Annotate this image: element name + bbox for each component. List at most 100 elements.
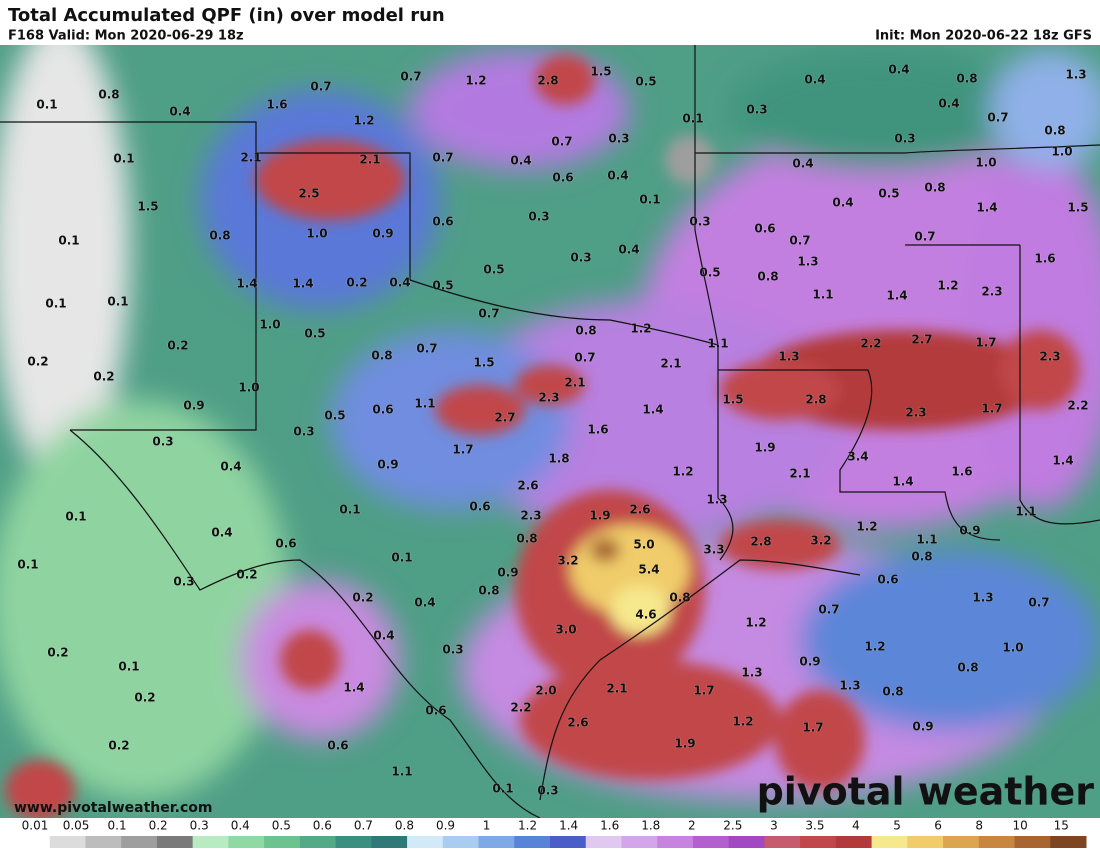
- value-label: 0.7: [574, 351, 595, 365]
- value-label: 1.3: [839, 679, 860, 693]
- value-label: 1.3: [706, 493, 727, 507]
- value-label: 1.2: [732, 715, 753, 729]
- legend-tick-label: 0.2: [149, 819, 168, 833]
- value-label: 1.7: [693, 684, 714, 698]
- value-label: 0.6: [877, 573, 898, 587]
- value-label: 0.6: [275, 537, 296, 551]
- value-label: 0.8: [1044, 124, 1065, 138]
- legend-swatch: [14, 836, 51, 848]
- legend-tick-label: 0.9: [436, 819, 455, 833]
- value-label: 0.9: [497, 566, 518, 580]
- legend-tick-label: 1.6: [600, 819, 619, 833]
- legend-swatch: [1014, 836, 1051, 848]
- value-label: 1.4: [886, 289, 907, 303]
- value-label: 0.2: [27, 355, 48, 369]
- value-label: 0.2: [134, 691, 155, 705]
- value-label: 1.9: [589, 509, 610, 523]
- value-label: 0.8: [209, 229, 230, 243]
- value-label: 0.8: [757, 270, 778, 284]
- legend-swatch: [299, 836, 337, 848]
- legend-swatch: [192, 836, 229, 848]
- value-label: 1.7: [975, 336, 996, 350]
- legend-swatch: [835, 836, 873, 848]
- value-label: 0.8: [478, 584, 499, 598]
- legend-tick-label: 1.8: [641, 819, 660, 833]
- color-legend: 0.01 0.05 0.1 0.2 0.3 0.4 0.5 0.6 0.7 0.8 0.9 1 1.2 1…: [14, 819, 1087, 848]
- site-url: www.pivotalweather.com: [14, 800, 213, 816]
- value-label: 0.7: [432, 151, 453, 165]
- legend-tick-label: 3: [770, 819, 778, 833]
- value-label: 0.7: [310, 80, 331, 94]
- legend-swatch: [692, 836, 730, 848]
- value-label: 1.1: [391, 765, 412, 779]
- value-label: 0.7: [478, 307, 499, 321]
- legend-tick-label: 6: [934, 819, 942, 833]
- value-label: 0.1: [339, 503, 360, 517]
- header-bar: [0, 0, 1100, 45]
- value-label: 2.1: [606, 682, 627, 696]
- value-label: 0.5: [635, 75, 656, 89]
- value-label: 2.6: [629, 503, 650, 517]
- legend-swatch: [335, 836, 372, 848]
- value-label: 1.3: [741, 666, 762, 680]
- value-label: 0.7: [987, 111, 1008, 125]
- value-label: 1.3: [972, 591, 993, 605]
- value-label: 0.6: [552, 171, 573, 185]
- legend-tick-label: 0.7: [354, 819, 373, 833]
- value-label: 1.6: [1034, 252, 1055, 266]
- value-label: 3.2: [810, 534, 831, 548]
- legend-swatch: [156, 836, 194, 848]
- legend-swatch: [585, 836, 622, 848]
- legend-swatch: [264, 836, 301, 848]
- value-label: 0.6: [432, 215, 453, 229]
- value-label: 3.4: [847, 450, 868, 464]
- value-label: 0.1: [58, 234, 79, 248]
- value-label: 1.6: [951, 465, 972, 479]
- value-label: 1.4: [343, 681, 364, 695]
- legend-tick-label: 0.05: [63, 819, 90, 833]
- legend-swatch: [657, 836, 694, 848]
- value-label: 0.4: [804, 73, 825, 87]
- value-label: 1.2: [745, 616, 766, 630]
- value-label: 0.8: [98, 88, 119, 102]
- value-label: 1.0: [238, 381, 259, 395]
- value-label: 2.8: [537, 74, 558, 88]
- value-label: 2.8: [750, 535, 771, 549]
- value-label: 0.3: [746, 103, 767, 117]
- value-label: 2.1: [660, 357, 681, 371]
- value-label: 2.8: [805, 393, 826, 407]
- value-label: 0.4: [373, 629, 394, 643]
- legend-tick-label: 4: [852, 819, 860, 833]
- value-label: 0.3: [537, 784, 558, 798]
- value-label: 2.1: [359, 153, 380, 167]
- value-label: 1.5: [473, 356, 494, 370]
- value-label: 1.0: [1002, 641, 1023, 655]
- legend-swatch: [978, 836, 1016, 848]
- legend-swatch: [871, 836, 908, 848]
- value-label: 0.3: [152, 435, 173, 449]
- value-label: 0.6: [754, 222, 775, 236]
- value-label: 0.4: [169, 105, 190, 119]
- value-label: 1.2: [465, 74, 486, 88]
- value-label: 0.6: [327, 739, 348, 753]
- value-label: 2.2: [860, 337, 881, 351]
- value-label: 1.3: [797, 255, 818, 269]
- value-label: 0.2: [167, 339, 188, 353]
- value-label: 2.1: [240, 151, 261, 165]
- value-label: 2.3: [520, 509, 541, 523]
- value-label: 0.1: [118, 660, 139, 674]
- value-label: 1.0: [975, 156, 996, 170]
- value-label: 0.3: [570, 251, 591, 265]
- legend-swatch: [371, 836, 408, 848]
- value-label: 0.4: [414, 596, 435, 610]
- value-label: 1.1: [414, 397, 435, 411]
- value-label: 3.2: [557, 554, 578, 568]
- value-label: 1.5: [137, 200, 158, 214]
- value-label: 1.2: [353, 114, 374, 128]
- value-label: 0.2: [93, 370, 114, 384]
- legend-tick-label: 0.5: [272, 819, 291, 833]
- value-label: 0.8: [371, 349, 392, 363]
- value-label: 0.5: [324, 409, 345, 423]
- value-label: 0.8: [957, 661, 978, 675]
